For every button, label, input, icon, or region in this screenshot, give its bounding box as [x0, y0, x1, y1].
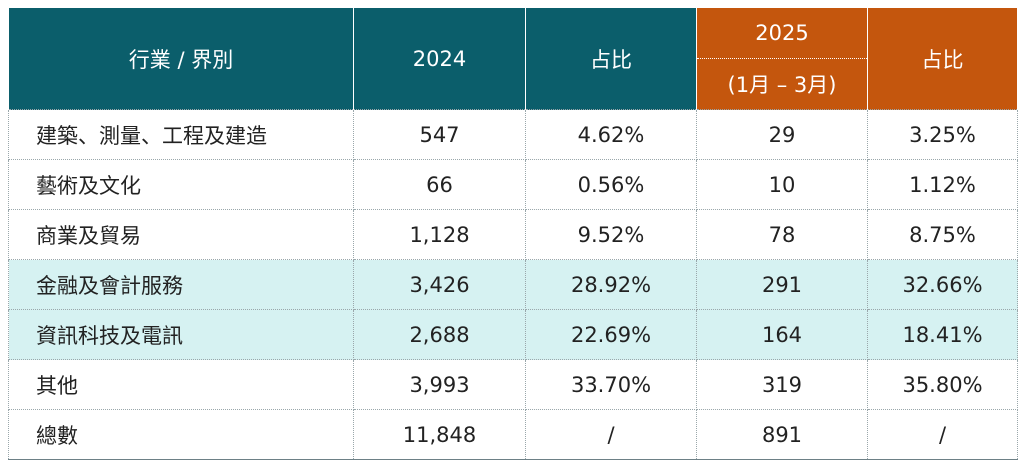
value-2025-cell: 319 — [696, 359, 868, 410]
value-2025-cell: 891 — [696, 409, 868, 460]
share-2025-cell: / — [867, 409, 1018, 460]
value-2024-cell: 3,993 — [353, 359, 526, 410]
table-row: 總數 11,848/891/ — [8, 409, 1018, 460]
industry-cell: 其他 — [8, 359, 354, 410]
value-2024-cell: 547 — [353, 109, 526, 160]
table-body: 建築、測量、工程及建造 547 4.62% 29 3.25% 藝術及文化 66 0.56% 10… — [8, 109, 1018, 460]
value-2024-cell: 66 — [353, 159, 526, 210]
value-2025-cell: 78 — [696, 209, 868, 260]
header-year-2024: 2024 — [353, 8, 526, 110]
header-period-2025: (1月 – 3月) — [696, 58, 868, 110]
value-2025-cell: 29 — [696, 109, 868, 160]
share-2024-cell: 33.70% — [525, 359, 697, 410]
share-2024-cell: 4.62% — [525, 109, 697, 160]
table-row: 藝術及文化 66 0.56% 10 1.12% — [8, 159, 1018, 210]
share-2025-cell: 8.75% — [867, 209, 1018, 260]
industry-cell: 商業及貿易 — [8, 209, 354, 260]
header-row-sub: (1月 – 3月) — [9, 58, 1018, 110]
table-row: 商業及貿易 1,128 9.52% 78 8.75% — [8, 209, 1018, 260]
share-2024-cell: 9.52% — [525, 209, 697, 260]
table-row: 其他 3,993 33.70% 319 35.80% — [8, 359, 1018, 410]
header-share-2024: 占比 — [525, 8, 697, 110]
value-2024-cell: 11,848 — [353, 409, 526, 460]
table-row: 資訊科技及電訊 2,688 22.69% 164 18.41% — [8, 309, 1018, 360]
share-2025-cell: 1.12% — [867, 159, 1018, 210]
value-2025-cell: 164 — [696, 309, 868, 360]
value-2024-cell: 3,426 — [353, 259, 526, 310]
header-year-2025: 2025 — [696, 8, 868, 59]
share-2025-cell: 18.41% — [867, 309, 1018, 360]
industry-cell: 資訊科技及電訊 — [8, 309, 354, 360]
industry-table-container: 行業 / 界別 2024 占比 2025 占比 (1月 – 3月) 建築、測量、… — [8, 8, 1018, 460]
industry-statistics-table: 行業 / 界別 2024 占比 2025 占比 (1月 – 3月) 建築、測量、… — [8, 8, 1018, 460]
table-row: 建築、測量、工程及建造 547 4.62% 29 3.25% — [8, 109, 1018, 160]
industry-cell: 藝術及文化 — [8, 159, 354, 210]
value-2025-cell: 291 — [696, 259, 868, 310]
share-2025-cell: 3.25% — [867, 109, 1018, 160]
share-2025-cell: 32.66% — [867, 259, 1018, 310]
industry-cell: 總數 — [8, 409, 354, 460]
share-2024-cell: 0.56% — [525, 159, 697, 210]
value-2024-cell: 1,128 — [353, 209, 526, 260]
share-2024-cell: / — [525, 409, 697, 460]
industry-cell: 建築、測量、工程及建造 — [8, 109, 354, 160]
share-2024-cell: 22.69% — [525, 309, 697, 360]
table-row: 金融及會計服務 3,426 28.92% 291 32.66% — [8, 259, 1018, 310]
value-2024-cell: 2,688 — [353, 309, 526, 360]
header-row: 行業 / 界別 2024 占比 2025 占比 — [8, 8, 1018, 110]
industry-cell: 金融及會計服務 — [8, 259, 354, 310]
share-2024-cell: 28.92% — [525, 259, 697, 310]
share-2025-cell: 35.80% — [867, 359, 1018, 410]
value-2025-cell: 10 — [696, 159, 868, 210]
header-industry: 行業 / 界別 — [8, 8, 354, 110]
header-share-2025: 占比 — [867, 8, 1018, 110]
